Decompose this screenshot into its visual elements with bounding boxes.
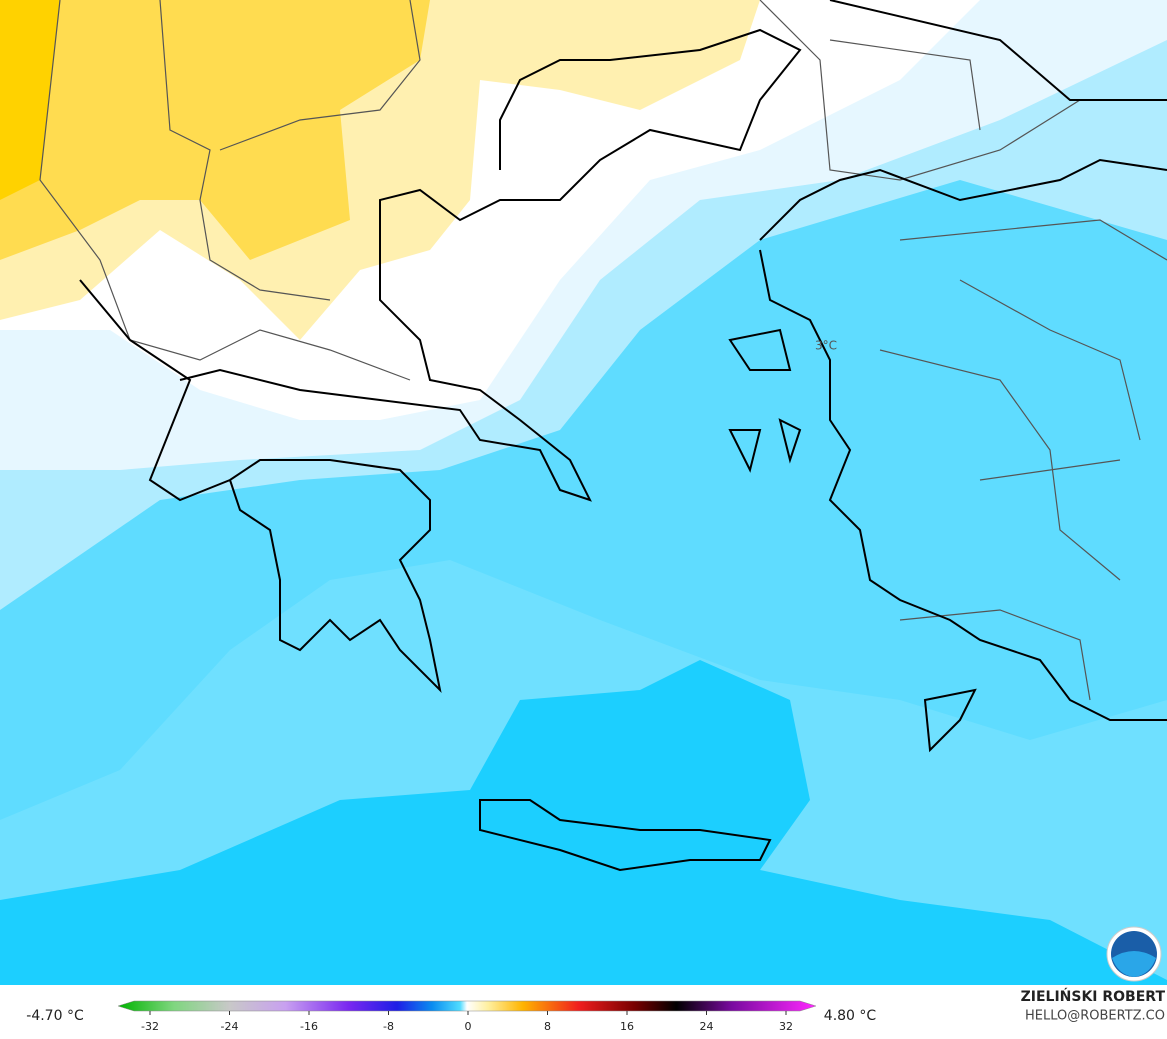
colorbar-ticks: -32 -24 -16 -8 0 8 16 24 32 <box>141 1011 793 1033</box>
tick-label: -16 <box>300 1020 318 1033</box>
map: 3°C <box>0 0 1167 985</box>
tick-label: 0 <box>465 1020 472 1033</box>
author: ZIELIŃSKI ROBERT <box>1021 987 1166 1005</box>
tick-label: 24 <box>700 1020 714 1033</box>
tick-label: 16 <box>620 1020 634 1033</box>
tick-label: -8 <box>383 1020 394 1033</box>
tick-label: -32 <box>141 1020 159 1033</box>
noaa-logo <box>1106 926 1162 982</box>
field-zone <box>0 0 430 260</box>
colorbar <box>117 1000 817 1012</box>
colorbar-ramp <box>117 1000 817 1012</box>
coastline <box>79 0 1167 872</box>
field-zone <box>0 0 60 200</box>
map-label: 3°C <box>815 339 837 353</box>
max-label: 4.80 °C <box>824 1008 877 1024</box>
tick-label: -24 <box>221 1020 239 1033</box>
tick-label: 8 <box>544 1020 551 1033</box>
borders <box>39 0 1167 701</box>
tick-label: 32 <box>779 1020 793 1033</box>
min-label: -4.70 °C <box>26 1008 84 1024</box>
email: HELLO@ROBERTZ.CO <box>1025 1009 1165 1024</box>
